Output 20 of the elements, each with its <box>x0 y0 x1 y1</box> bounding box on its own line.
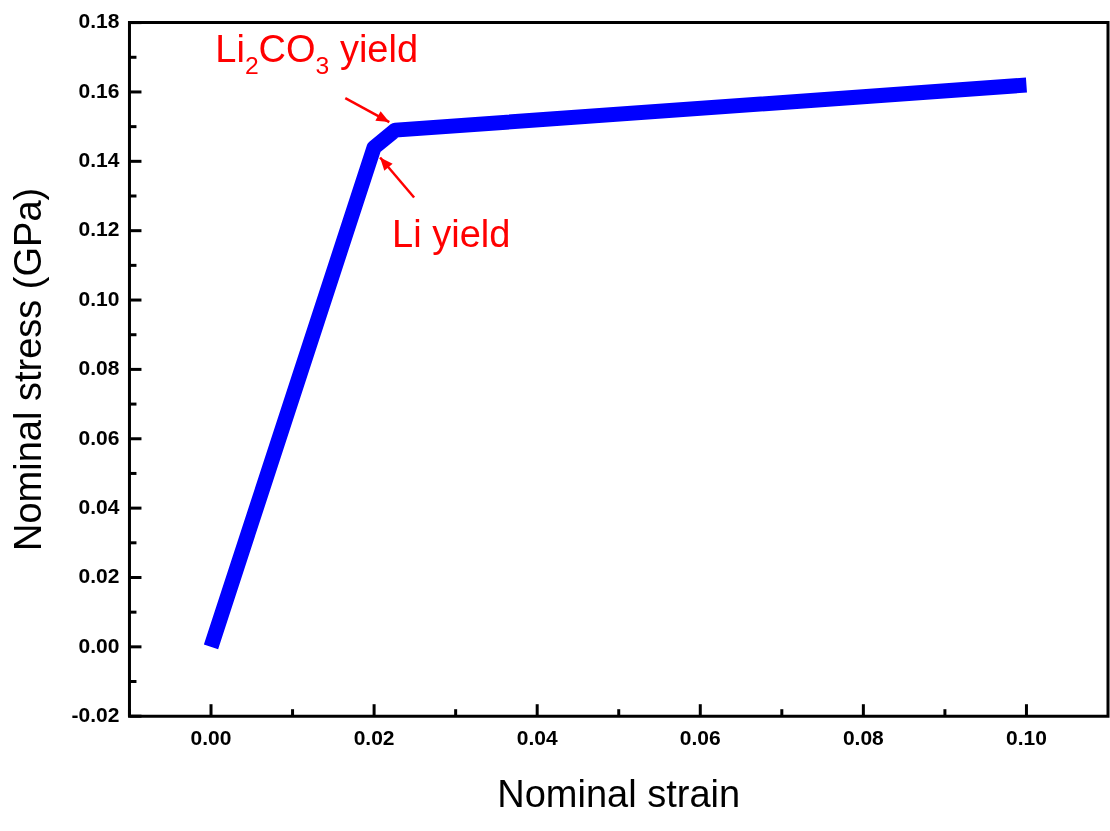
y-tick-label: 0.08 <box>78 356 120 380</box>
y-tick-label: 0.14 <box>78 148 120 172</box>
y-tick-label: 0.12 <box>78 217 120 241</box>
annotation: Li yield <box>392 213 511 256</box>
x-tick-label: 0.06 <box>679 725 721 749</box>
x-tick-label: 0.08 <box>842 725 885 749</box>
x-tick-label: 0.02 <box>353 725 395 749</box>
y-tick-label: -0.02 <box>71 703 120 726</box>
x-tick-label: 0.04 <box>516 725 558 749</box>
y-tick-label: 0.18 <box>78 9 120 33</box>
y-axis-title: Nominal stress (GPa) <box>7 187 50 551</box>
x-tick-label: 0.00 <box>190 725 232 749</box>
y-tick-label: 0.06 <box>78 425 120 449</box>
y-tick-label: 0.02 <box>78 564 120 588</box>
y-tick-label: 0.16 <box>78 78 120 102</box>
y-tick-label: 0.04 <box>78 494 120 518</box>
y-tick-label: 0.10 <box>78 286 120 310</box>
y-tick-label: 0.00 <box>78 633 120 657</box>
x-tick-label: 0.10 <box>1006 725 1047 749</box>
x-axis-title: Nominal strain <box>497 772 741 815</box>
